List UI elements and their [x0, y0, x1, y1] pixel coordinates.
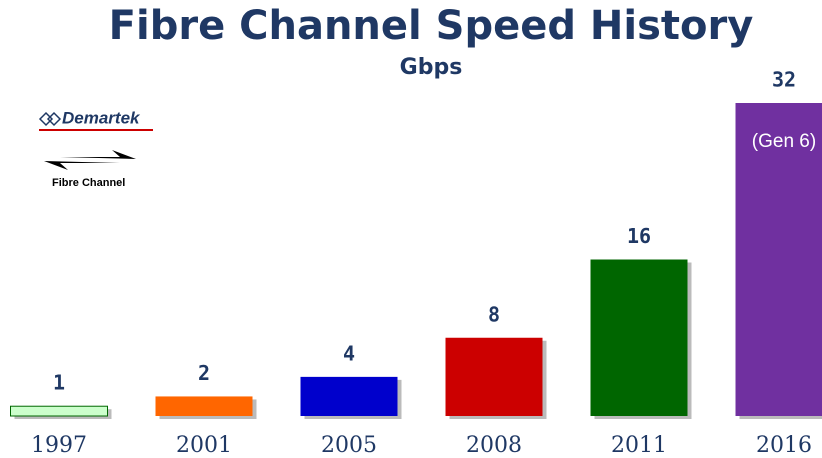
bar — [445, 337, 543, 416]
logo-icon — [38, 111, 62, 127]
x-tick-label: 1997 — [31, 433, 87, 458]
bar — [590, 259, 688, 416]
value-label: 8 — [488, 302, 500, 326]
arrow — [60, 150, 136, 159]
bar — [735, 103, 822, 416]
value-label: 1 — [53, 371, 65, 395]
bar — [10, 405, 108, 417]
value-label: 4 — [343, 341, 355, 365]
x-tick-label: 2001 — [176, 433, 232, 458]
logo-text: Fibre Channel — [52, 177, 125, 189]
bar — [300, 376, 398, 416]
product-logo: Fibre Channel — [44, 150, 136, 189]
arrow — [44, 161, 120, 170]
value-label: 32 — [772, 68, 796, 92]
value-label: 16 — [627, 224, 651, 248]
value-label: 2 — [198, 361, 210, 385]
logo-text: Demartek — [62, 108, 141, 127]
x-tick-label: 2016 — [756, 433, 812, 458]
x-tick-label: 2005 — [321, 433, 377, 458]
chart-title: Fibre Channel Speed History — [109, 3, 754, 49]
x-tick-label: 2008 — [466, 433, 522, 458]
chart-subtitle: Gbps — [400, 55, 463, 80]
company-logo: Demartek — [38, 108, 153, 131]
x-tick-label: 2011 — [611, 433, 667, 458]
annotation: (Gen 6) — [752, 131, 816, 152]
bar — [155, 396, 253, 416]
